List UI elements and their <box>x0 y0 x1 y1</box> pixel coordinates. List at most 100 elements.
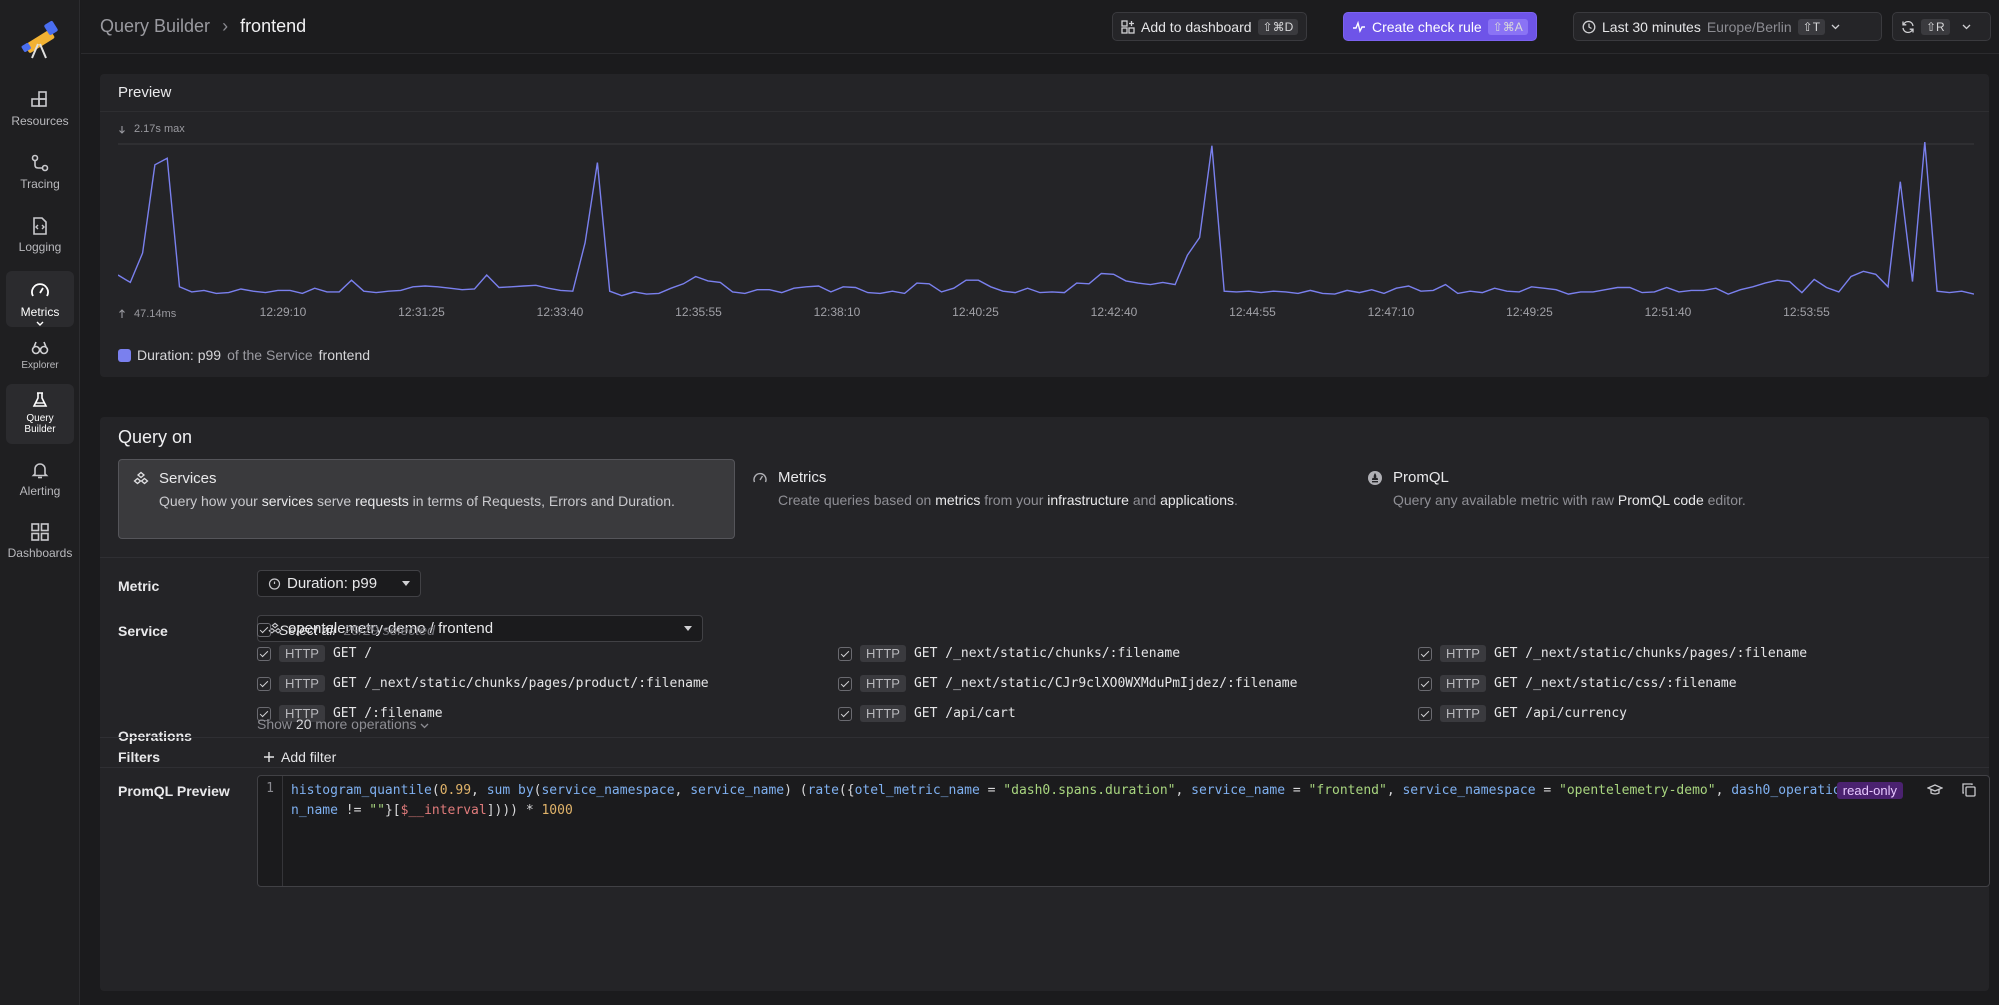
x-tick-label: 12:31:25 <box>398 305 445 319</box>
sidebar-item-alerting[interactable]: Alerting <box>6 460 74 504</box>
max-value-label: 2.17s max <box>134 123 185 135</box>
sidebar-item-resources[interactable]: Resources <box>6 90 74 134</box>
operation-path: GET /:filename <box>332 706 443 721</box>
telescope-logo-icon[interactable] <box>18 16 62 60</box>
http-badge: HTTP <box>860 645 906 662</box>
operation-item[interactable]: HTTP GET /:filename <box>257 705 443 722</box>
sidebar-item-label: Metrics <box>20 305 60 319</box>
operation-path: GET /api/cart <box>913 706 1016 721</box>
filters-label: Filters <box>118 749 161 765</box>
dashboards-icon <box>31 523 49 541</box>
operation-item[interactable]: HTTP GET / <box>257 645 372 662</box>
promql-preview-label: PromQL Preview <box>118 783 230 799</box>
x-tick-label: 12:53:55 <box>1783 305 1830 319</box>
logging-icon <box>33 217 47 235</box>
http-badge: HTTP <box>1440 645 1486 662</box>
http-badge: HTTP <box>279 645 325 662</box>
select-all-checkbox[interactable]: Select all 29/29 selected <box>257 622 435 638</box>
series-line[interactable] <box>118 141 1974 297</box>
metrics-icon <box>753 472 767 483</box>
checkbox-checked-icon[interactable] <box>838 646 852 661</box>
caret-down-icon <box>684 626 692 631</box>
time-range-label: Last 30 minutes <box>1602 18 1701 35</box>
operation-item[interactable]: HTTP GET /_next/static/chunks/pages/produ… <box>257 675 709 692</box>
add-filter-label: Add filter <box>281 749 337 765</box>
x-tick-label: 12:44:55 <box>1229 305 1276 319</box>
read-only-badge: read-only <box>1836 782 1903 799</box>
sidebar-item-explorer[interactable]: Explorer <box>6 340 74 380</box>
x-tick-label: 12:38:10 <box>814 305 861 319</box>
min-value-label: 47.14ms <box>134 308 177 320</box>
divider <box>100 767 1989 768</box>
add-dashboard-icon <box>1121 19 1135 34</box>
operation-item[interactable]: HTTP GET /api/currency <box>1418 705 1627 722</box>
add-filter-button[interactable]: Add filter <box>263 749 336 765</box>
checkbox-checked-icon[interactable] <box>1418 676 1432 691</box>
x-tick-label: 12:51:40 <box>1645 305 1692 319</box>
duration-chart[interactable]: 2.17s max 47.14ms 12:29:10 12:31:25 12:33:40… <box>118 122 1974 322</box>
flask-icon <box>32 392 48 407</box>
breadcrumb-parent[interactable]: Query Builder <box>100 16 211 36</box>
shortcut-badge: ⇧R <box>1921 18 1950 35</box>
checkbox-checked-icon[interactable] <box>257 646 271 661</box>
time-range-picker[interactable]: Last 30 minutes Europe/Berlin ⇧T <box>1573 12 1882 41</box>
query-type-services-card[interactable]: Services Query how your services serve r… <box>118 459 735 539</box>
add-to-dashboard-label: Add to dashboard <box>1141 18 1252 35</box>
checkbox-checked-icon[interactable] <box>1418 646 1432 661</box>
sidebar-item-logging[interactable]: Logging <box>6 216 74 260</box>
service-label: Service <box>118 623 168 639</box>
preview-panel: Preview 2.17s max 47.14ms 12:29:10 12:31:25… <box>100 74 1989 377</box>
sidebar-item-dashboards[interactable]: Dashboards <box>6 522 74 566</box>
query-type-metrics-card[interactable]: Metrics Create queries based on metrics … <box>738 459 1350 539</box>
checkbox-checked-icon[interactable] <box>257 623 271 637</box>
explorer-icon <box>31 341 49 355</box>
http-badge: HTTP <box>1440 675 1486 692</box>
breadcrumb-current: frontend <box>240 16 307 36</box>
legend-swatch <box>118 348 131 362</box>
line-number: 1 <box>258 776 283 886</box>
checkbox-checked-icon[interactable] <box>257 706 271 721</box>
operation-item[interactable]: HTTP GET /_next/static/chunks/pages/:file… <box>1418 645 1807 662</box>
bell-icon <box>31 463 49 479</box>
checkbox-checked-icon[interactable] <box>838 676 852 691</box>
main-area: Query Builder › frontend Add to dashboard … <box>81 0 1999 1005</box>
checkbox-checked-icon[interactable] <box>257 676 271 691</box>
query-type-promql-card[interactable]: PromQL Query any available metric with r… <box>1353 459 1970 539</box>
http-badge: HTTP <box>860 705 906 722</box>
card-description: Create queries based on metrics from you… <box>778 492 1238 508</box>
card-title: Services <box>159 470 217 487</box>
breadcrumb: Query Builder › frontend <box>100 16 306 37</box>
operation-item[interactable]: HTTP GET /_next/static/CJr9clXO0WXMduPmIj… <box>838 675 1297 692</box>
sidebar-item-label: Query Builder <box>24 413 56 435</box>
show-more-operations-link[interactable]: Show 20 more operations <box>257 716 429 732</box>
add-to-dashboard-button[interactable]: Add to dashboard ⇧⌘D <box>1112 12 1308 41</box>
sidebar-item-query-builder[interactable]: Query Builder <box>6 384 74 444</box>
plus-icon <box>264 752 274 762</box>
x-tick-label: 12:42:40 <box>1091 305 1138 319</box>
checkbox-checked-icon[interactable] <box>838 706 852 721</box>
promql-editor[interactable]: 1 histogram_quantile(0.99, sum by(servic… <box>257 775 1990 887</box>
copy-icon[interactable] <box>1961 782 1977 798</box>
sidebar-item-tracing[interactable]: Tracing <box>6 153 74 197</box>
chevron-right-icon: › <box>222 16 229 36</box>
metric-select[interactable]: Duration: p99 <box>257 570 421 597</box>
promql-icon <box>1368 471 1382 485</box>
operation-item[interactable]: HTTP GET /_next/static/chunks/:filename <box>838 645 1180 662</box>
service-select[interactable]: opentelemetry-demo / frontend <box>257 615 703 642</box>
refresh-button[interactable]: ⇧R <box>1892 12 1991 41</box>
sidebar-item-metrics[interactable]: Metrics <box>6 271 74 327</box>
clock-icon <box>1582 20 1596 33</box>
operation-item[interactable]: HTTP GET /api/cart <box>838 705 1016 722</box>
x-tick-label: 12:29:10 <box>260 305 307 319</box>
query-panel: Query on Services Query how your service… <box>100 417 1990 991</box>
checkbox-checked-icon[interactable] <box>1418 706 1432 721</box>
http-badge: HTTP <box>860 675 906 692</box>
metric-label: Metric <box>118 578 160 594</box>
create-check-rule-button[interactable]: Create check rule ⇧⌘A <box>1343 12 1537 41</box>
metrics-icon <box>31 283 49 297</box>
graduation-cap-icon[interactable] <box>1927 782 1943 798</box>
resources-icon <box>31 91 47 107</box>
operation-item[interactable]: HTTP GET /_next/static/css/:filename <box>1418 675 1737 692</box>
refresh-icon <box>1902 20 1914 33</box>
